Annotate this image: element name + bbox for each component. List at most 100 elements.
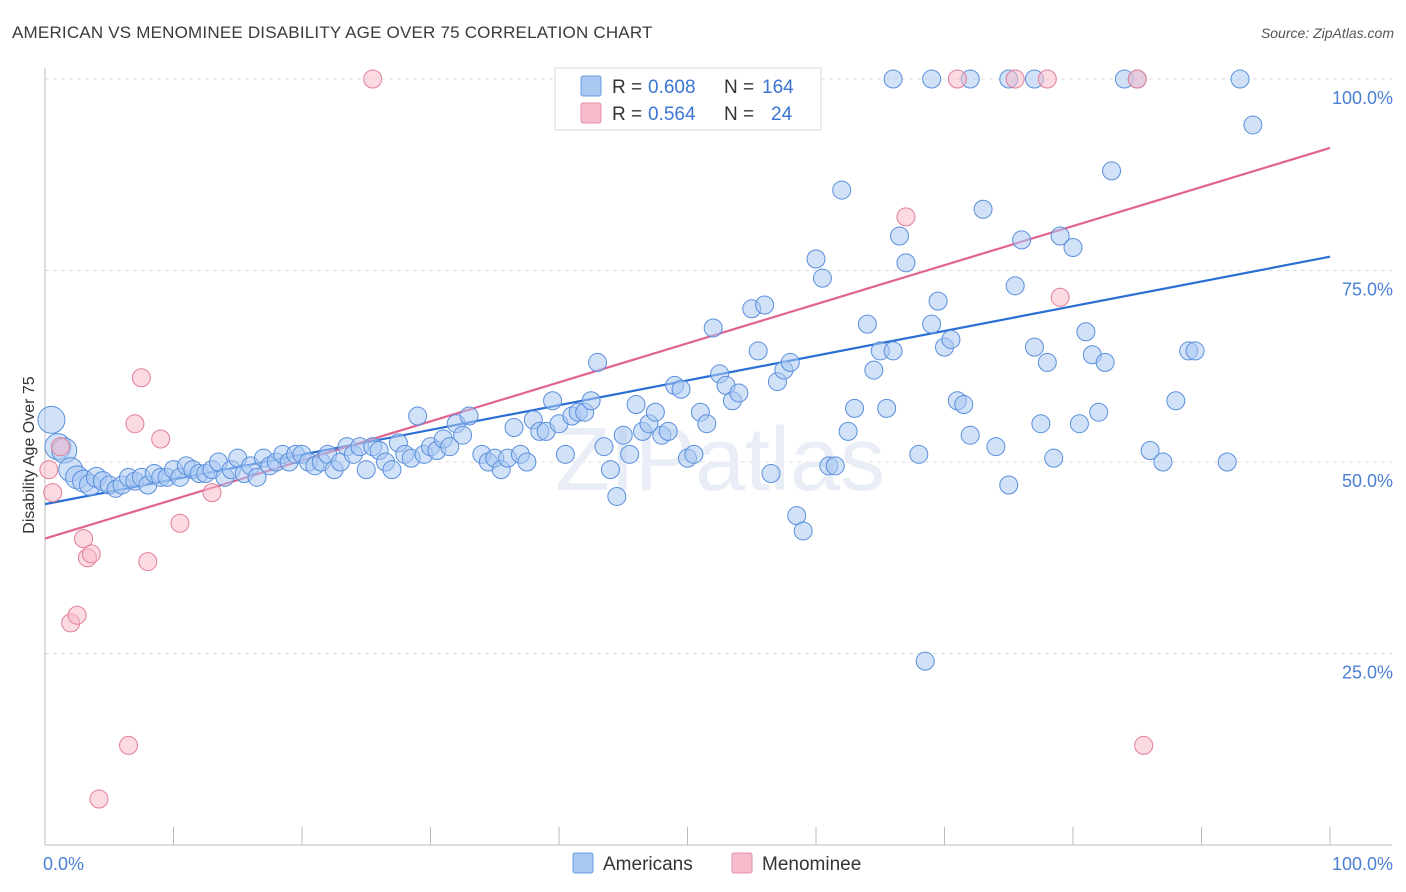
bottom-legend-label-americans: Americans [603, 854, 693, 875]
point-menominee [138, 552, 158, 572]
bottom-legend-label-menominee: Menominee [762, 854, 861, 875]
point-americans [845, 398, 865, 418]
point-americans [1031, 414, 1051, 434]
point-americans [883, 69, 903, 89]
legend-n-value-americans: 164 [762, 77, 794, 98]
point-americans [812, 268, 832, 288]
point-americans [896, 253, 916, 273]
point-americans [594, 437, 614, 457]
point-menominee [363, 69, 383, 89]
point-americans [555, 444, 575, 464]
point-menominee [1134, 735, 1154, 755]
x-tick-labels: 0.0% 100.0% [43, 854, 1393, 874]
point-americans [453, 425, 473, 445]
point-americans [1005, 276, 1025, 296]
point-menominee [67, 605, 87, 625]
point-americans [780, 352, 800, 372]
point-americans [838, 421, 858, 441]
point-americans [755, 295, 775, 315]
point-americans [543, 391, 563, 411]
point-americans [1217, 452, 1237, 472]
point-americans [1024, 337, 1044, 357]
point-americans [832, 180, 852, 200]
point-americans [954, 395, 974, 415]
point-americans [761, 463, 781, 483]
point-menominee [170, 513, 190, 533]
point-americans [806, 249, 826, 269]
point-americans [620, 444, 640, 464]
point-americans [825, 456, 845, 476]
point-menominee [131, 368, 151, 388]
legend-r-label-americans: R = [612, 77, 642, 98]
point-americans [613, 425, 633, 445]
point-menominee [1005, 69, 1025, 89]
point-menominee [202, 483, 222, 503]
legend-n-value-menominee: 24 [771, 104, 793, 125]
point-americans [684, 444, 704, 464]
point-americans [37, 405, 66, 434]
point-americans [247, 467, 267, 487]
point-americans [922, 314, 942, 334]
point-americans [697, 414, 717, 434]
point-menominee [896, 207, 916, 227]
scatter-points [37, 69, 1263, 809]
point-americans [1230, 69, 1250, 89]
point-americans [883, 341, 903, 361]
point-menominee [89, 789, 109, 809]
point-americans [941, 329, 961, 349]
legend-r-value-menominee: 0.564 [648, 104, 696, 125]
bottom-legend: Americans Menominee [572, 852, 861, 875]
point-americans [909, 444, 929, 464]
point-americans [1069, 414, 1089, 434]
point-americans [1044, 448, 1064, 468]
point-americans [356, 460, 376, 480]
point-americans [1076, 322, 1096, 342]
point-americans [877, 398, 897, 418]
bottom-legend-swatch-americans [572, 852, 594, 874]
point-americans [864, 360, 884, 380]
y-axis-label: Disability Age Over 75 [21, 376, 38, 534]
point-americans [1050, 226, 1070, 246]
point-menominee [947, 69, 967, 89]
point-americans [999, 475, 1019, 495]
point-americans [517, 452, 537, 472]
legend-n-label-menominee: N = [724, 104, 754, 125]
point-americans [793, 521, 813, 541]
point-americans [960, 425, 980, 445]
point-menominee [39, 460, 59, 480]
point-americans [1166, 391, 1186, 411]
point-americans [1140, 441, 1160, 461]
point-americans [382, 460, 402, 480]
point-americans [671, 379, 691, 399]
point-menominee [43, 483, 63, 503]
point-americans [588, 352, 608, 372]
y-tick-label: 100.0% [1332, 88, 1393, 108]
legend-r-value-americans: 0.608 [648, 77, 696, 98]
point-americans [626, 395, 646, 415]
x-tick-label: 100.0% [1332, 854, 1393, 874]
point-americans [857, 314, 877, 334]
legend-r-label-menominee: R = [612, 104, 642, 125]
point-americans [922, 69, 942, 89]
point-menominee [1127, 69, 1147, 89]
legend: R = 0.608 N = 164 R = 0.564 N = 24 [554, 67, 822, 131]
point-americans [440, 437, 460, 457]
y-tick-labels: 25.0% 50.0% 75.0% 100.0% [1332, 88, 1393, 683]
point-americans [915, 651, 935, 671]
point-americans [1153, 452, 1173, 472]
bottom-legend-swatch-menominee [731, 852, 753, 874]
point-americans [504, 418, 524, 438]
legend-n-label-americans: N = [724, 77, 754, 98]
point-americans [973, 199, 993, 219]
point-menominee [50, 437, 70, 457]
point-americans [1102, 161, 1122, 181]
point-americans [890, 226, 910, 246]
point-americans [703, 318, 723, 338]
point-americans [600, 460, 620, 480]
point-americans [1063, 238, 1083, 258]
y-tick-label: 25.0% [1342, 663, 1393, 683]
point-americans [986, 437, 1006, 457]
point-americans [1243, 115, 1263, 135]
point-menominee [1037, 69, 1057, 89]
